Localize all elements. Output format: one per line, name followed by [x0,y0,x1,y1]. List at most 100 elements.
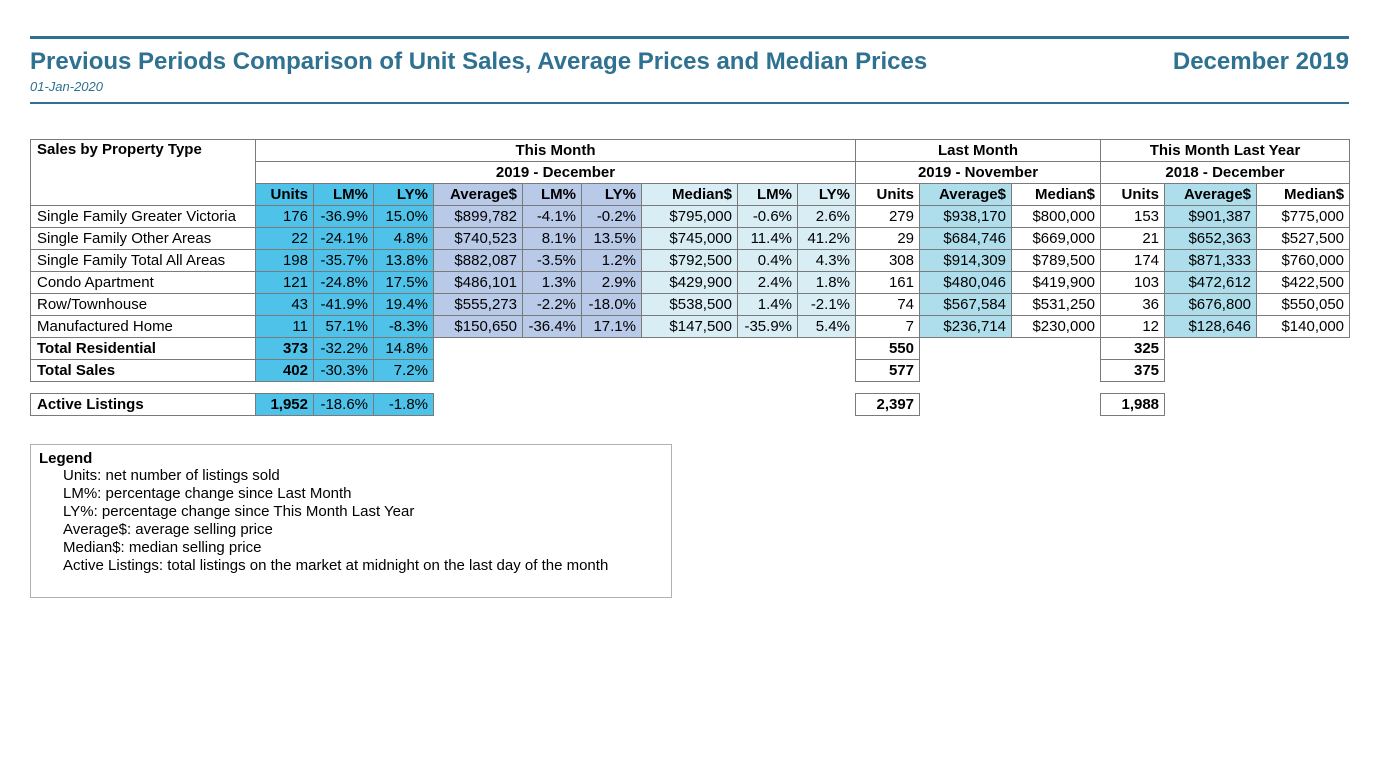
cell: 2.4% [737,271,798,294]
cell: 17.1% [581,315,642,338]
cell: 1,952 [255,393,314,416]
cell: $901,387 [1164,205,1258,228]
cell: 4.3% [797,249,856,272]
cell: $230,000 [1010,315,1102,338]
cell: -1.8% [373,393,434,416]
empty-cell [919,359,1101,382]
table-row: Condo Apartment 121 -24.8% 17.5% $486,10… [30,271,1351,294]
period-this-month: 2019 - December [255,161,856,184]
row-label: Row/Townhouse [30,293,256,316]
col-header-units: Units [855,183,920,206]
cell: 375 [1100,359,1166,382]
cell: 550 [855,337,920,360]
cell: -24.1% [313,227,374,250]
cell: 41.2% [797,227,856,250]
period-this-month-last-year: 2018 - December [1100,161,1351,184]
cell: $472,612 [1164,271,1258,294]
cell: 1.2% [581,249,642,272]
table-row: Single Family Greater Victoria 176 -36.9… [30,205,1351,228]
report-date: 01-Jan-2020 [30,79,103,94]
cell: $760,000 [1256,249,1351,272]
cell: $775,000 [1256,205,1351,228]
cell: $795,000 [641,205,738,228]
cell: 43 [255,293,314,316]
cell: -18.0% [581,293,642,316]
cell: $792,500 [641,249,738,272]
cell: 2.9% [581,271,642,294]
col-header-lm-pct: LM% [313,183,374,206]
page-title: Previous Periods Comparison of Unit Sale… [30,48,928,75]
cell: 198 [255,249,314,272]
col-header-median: Median$ [641,183,738,206]
cell: 12 [1100,315,1166,338]
title-row: Previous Periods Comparison of Unit Sale… [30,48,1349,76]
cell: 7 [855,315,920,338]
cell: 402 [255,359,314,382]
column-header-row: Units LM% LY% Average$ LM% LY% Median$ L… [31,183,1351,206]
cell: $938,170 [919,205,1012,228]
row-label: Condo Apartment [30,271,256,294]
total-residential-row: Total Residential 373 -32.2% 14.8% 550 3… [30,337,1350,360]
cell: 325 [1100,337,1166,360]
empty-cell [1164,337,1350,360]
sales-comparison-table: Sales by Property Type This Month Last M… [30,139,1351,382]
group-header-this-month: This Month [255,139,856,162]
cell: $899,782 [433,205,523,228]
cell: $871,333 [1164,249,1258,272]
cell: $527,500 [1256,227,1351,250]
legend-title: Legend [39,450,93,467]
cell: $740,523 [433,227,523,250]
cell: 4.8% [373,227,434,250]
legend-item: Median$: median selling price [63,539,262,556]
col-header-average: Average$ [1164,183,1258,206]
title-rule-top [30,36,1349,39]
row-label: Single Family Greater Victoria [30,205,256,228]
report-period: December 2019 [1172,48,1349,75]
table-row: Single Family Total All Areas 198 -35.7%… [30,249,1351,272]
cell: 2.6% [797,205,856,228]
cell: $800,000 [1010,205,1102,228]
col-header-average: Average$ [433,183,523,206]
cell: -41.9% [313,293,374,316]
cell: 174 [1100,249,1166,272]
cell: 308 [855,249,920,272]
cell: $128,646 [1164,315,1258,338]
cell: -0.6% [737,205,798,228]
cell: $236,714 [919,315,1012,338]
title-rule-bottom [30,102,1349,104]
cell: 373 [255,337,314,360]
period-header-row: 2019 - December 2019 - November 2018 - D… [31,161,1351,184]
col-header-average: Average$ [919,183,1012,206]
cell: $486,101 [433,271,523,294]
cell: 1.3% [522,271,582,294]
cell: -4.1% [522,205,582,228]
cell: -35.9% [737,315,798,338]
cell: $789,500 [1010,249,1102,272]
empty-cell [433,393,856,416]
group-header-this-month-last-year: This Month Last Year [1100,139,1351,162]
cell: 21 [1100,227,1166,250]
cell: $140,000 [1256,315,1351,338]
legend-item: LY%: percentage change since This Month … [63,503,415,520]
corner-label: Sales by Property Type [30,139,256,206]
cell: 0.4% [737,249,798,272]
cell: $422,500 [1256,271,1351,294]
col-header-median: Median$ [1256,183,1351,206]
table-row: Single Family Other Areas 22 -24.1% 4.8%… [30,227,1351,250]
col-header-lm-pct: LM% [737,183,798,206]
cell: $652,363 [1164,227,1258,250]
cell: $538,500 [641,293,738,316]
cell: 7.2% [373,359,434,382]
row-label: Active Listings [30,393,256,416]
cell: 279 [855,205,920,228]
cell: 15.0% [373,205,434,228]
cell: $914,309 [919,249,1012,272]
cell: 11 [255,315,314,338]
cell: $669,000 [1010,227,1102,250]
col-header-lm-pct: LM% [522,183,582,206]
cell: 8.1% [522,227,582,250]
cell: $882,087 [433,249,523,272]
cell: 22 [255,227,314,250]
cell: 36 [1100,293,1166,316]
col-header-ly-pct: LY% [373,183,434,206]
